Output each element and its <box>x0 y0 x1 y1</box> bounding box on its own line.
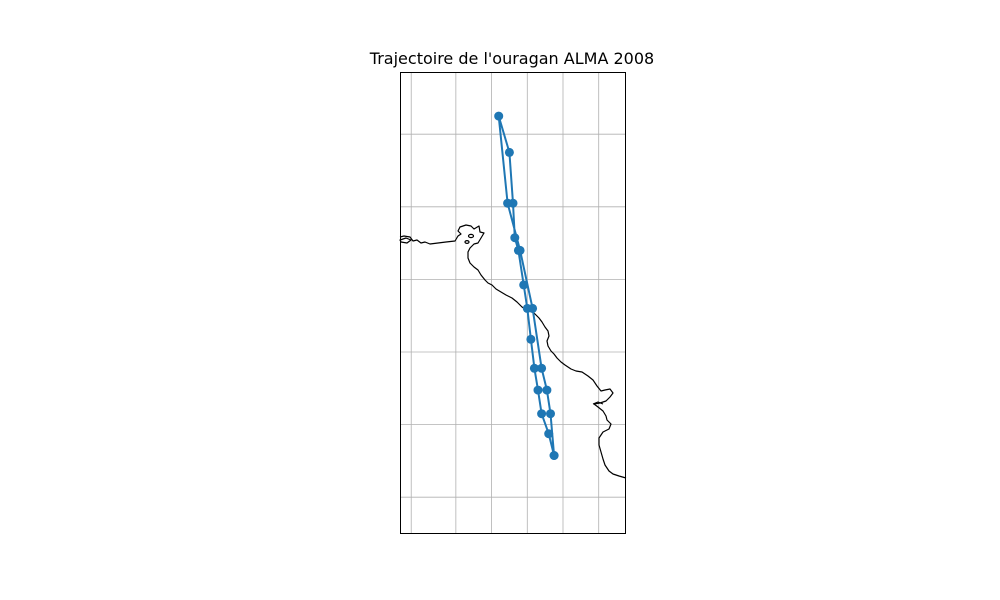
track-point <box>510 233 520 243</box>
track-point <box>526 334 536 344</box>
track-point <box>528 303 538 313</box>
track-point <box>542 385 552 395</box>
gridlines <box>400 72 626 534</box>
track-point <box>503 198 513 208</box>
coastline-peninsula <box>399 237 412 244</box>
track-point <box>549 451 559 460</box>
map-title: Trajectoire de l'ouragan ALMA 2008 <box>369 49 654 68</box>
track-point <box>519 280 529 290</box>
track-point <box>533 385 543 395</box>
track-point <box>504 147 514 157</box>
hurricane-track <box>494 111 559 460</box>
track-point <box>494 111 504 121</box>
coastline-island <box>464 240 470 245</box>
track-point <box>515 245 525 255</box>
track-point <box>529 363 539 373</box>
track-point <box>544 429 554 439</box>
coastlines <box>399 224 627 479</box>
coastline-lake <box>467 233 475 239</box>
coastline-gulf <box>592 401 604 405</box>
track-point <box>537 363 547 373</box>
map-axes <box>399 72 627 534</box>
coastline-mainland <box>399 224 627 479</box>
track-point <box>537 409 547 419</box>
track-point <box>546 409 555 419</box>
map-frame <box>400 72 626 534</box>
